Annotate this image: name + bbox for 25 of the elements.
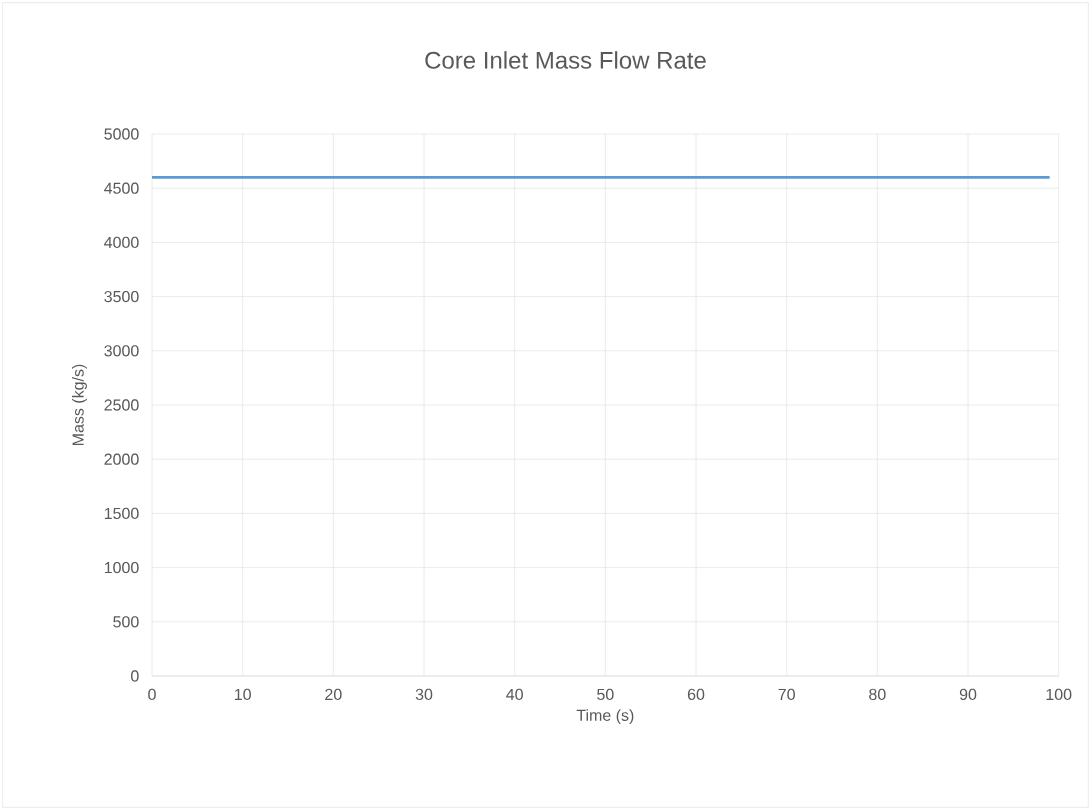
x-tick-label: 100 — [1046, 688, 1072, 701]
y-tick-label: 4500 — [104, 182, 139, 194]
x-tick-label: 20 — [325, 688, 342, 701]
y-axis-title: Mass (kg/s) — [72, 364, 87, 446]
y-tick-label: 0 — [131, 670, 139, 682]
y-tick-label: 500 — [113, 616, 139, 628]
x-tick-label: 90 — [959, 688, 977, 701]
x-tick-label: 0 — [148, 688, 156, 701]
y-tick-label: 3000 — [104, 345, 139, 357]
y-tick-label: 5000 — [104, 128, 139, 140]
y-tick-label: 1000 — [104, 561, 139, 574]
x-tick-label: 60 — [687, 688, 705, 701]
y-tick-label: 2500 — [104, 399, 139, 411]
x-tick-label: 80 — [869, 688, 886, 701]
y-tick-label: 4000 — [104, 236, 139, 249]
x-tick-label: 70 — [778, 688, 795, 701]
y-tick-label: 2000 — [104, 453, 139, 465]
x-tick-label: 40 — [506, 688, 523, 701]
y-tick-label: 3500 — [104, 290, 139, 303]
x-tick-label: 50 — [597, 688, 614, 701]
x-tick-label: 10 — [234, 688, 251, 701]
chart-title: Core Inlet Mass Flow Rate — [425, 51, 706, 69]
x-axis-title: Time (s) — [576, 709, 634, 725]
y-tick-label: 1500 — [104, 507, 139, 520]
x-tick-label: 30 — [415, 688, 433, 701]
